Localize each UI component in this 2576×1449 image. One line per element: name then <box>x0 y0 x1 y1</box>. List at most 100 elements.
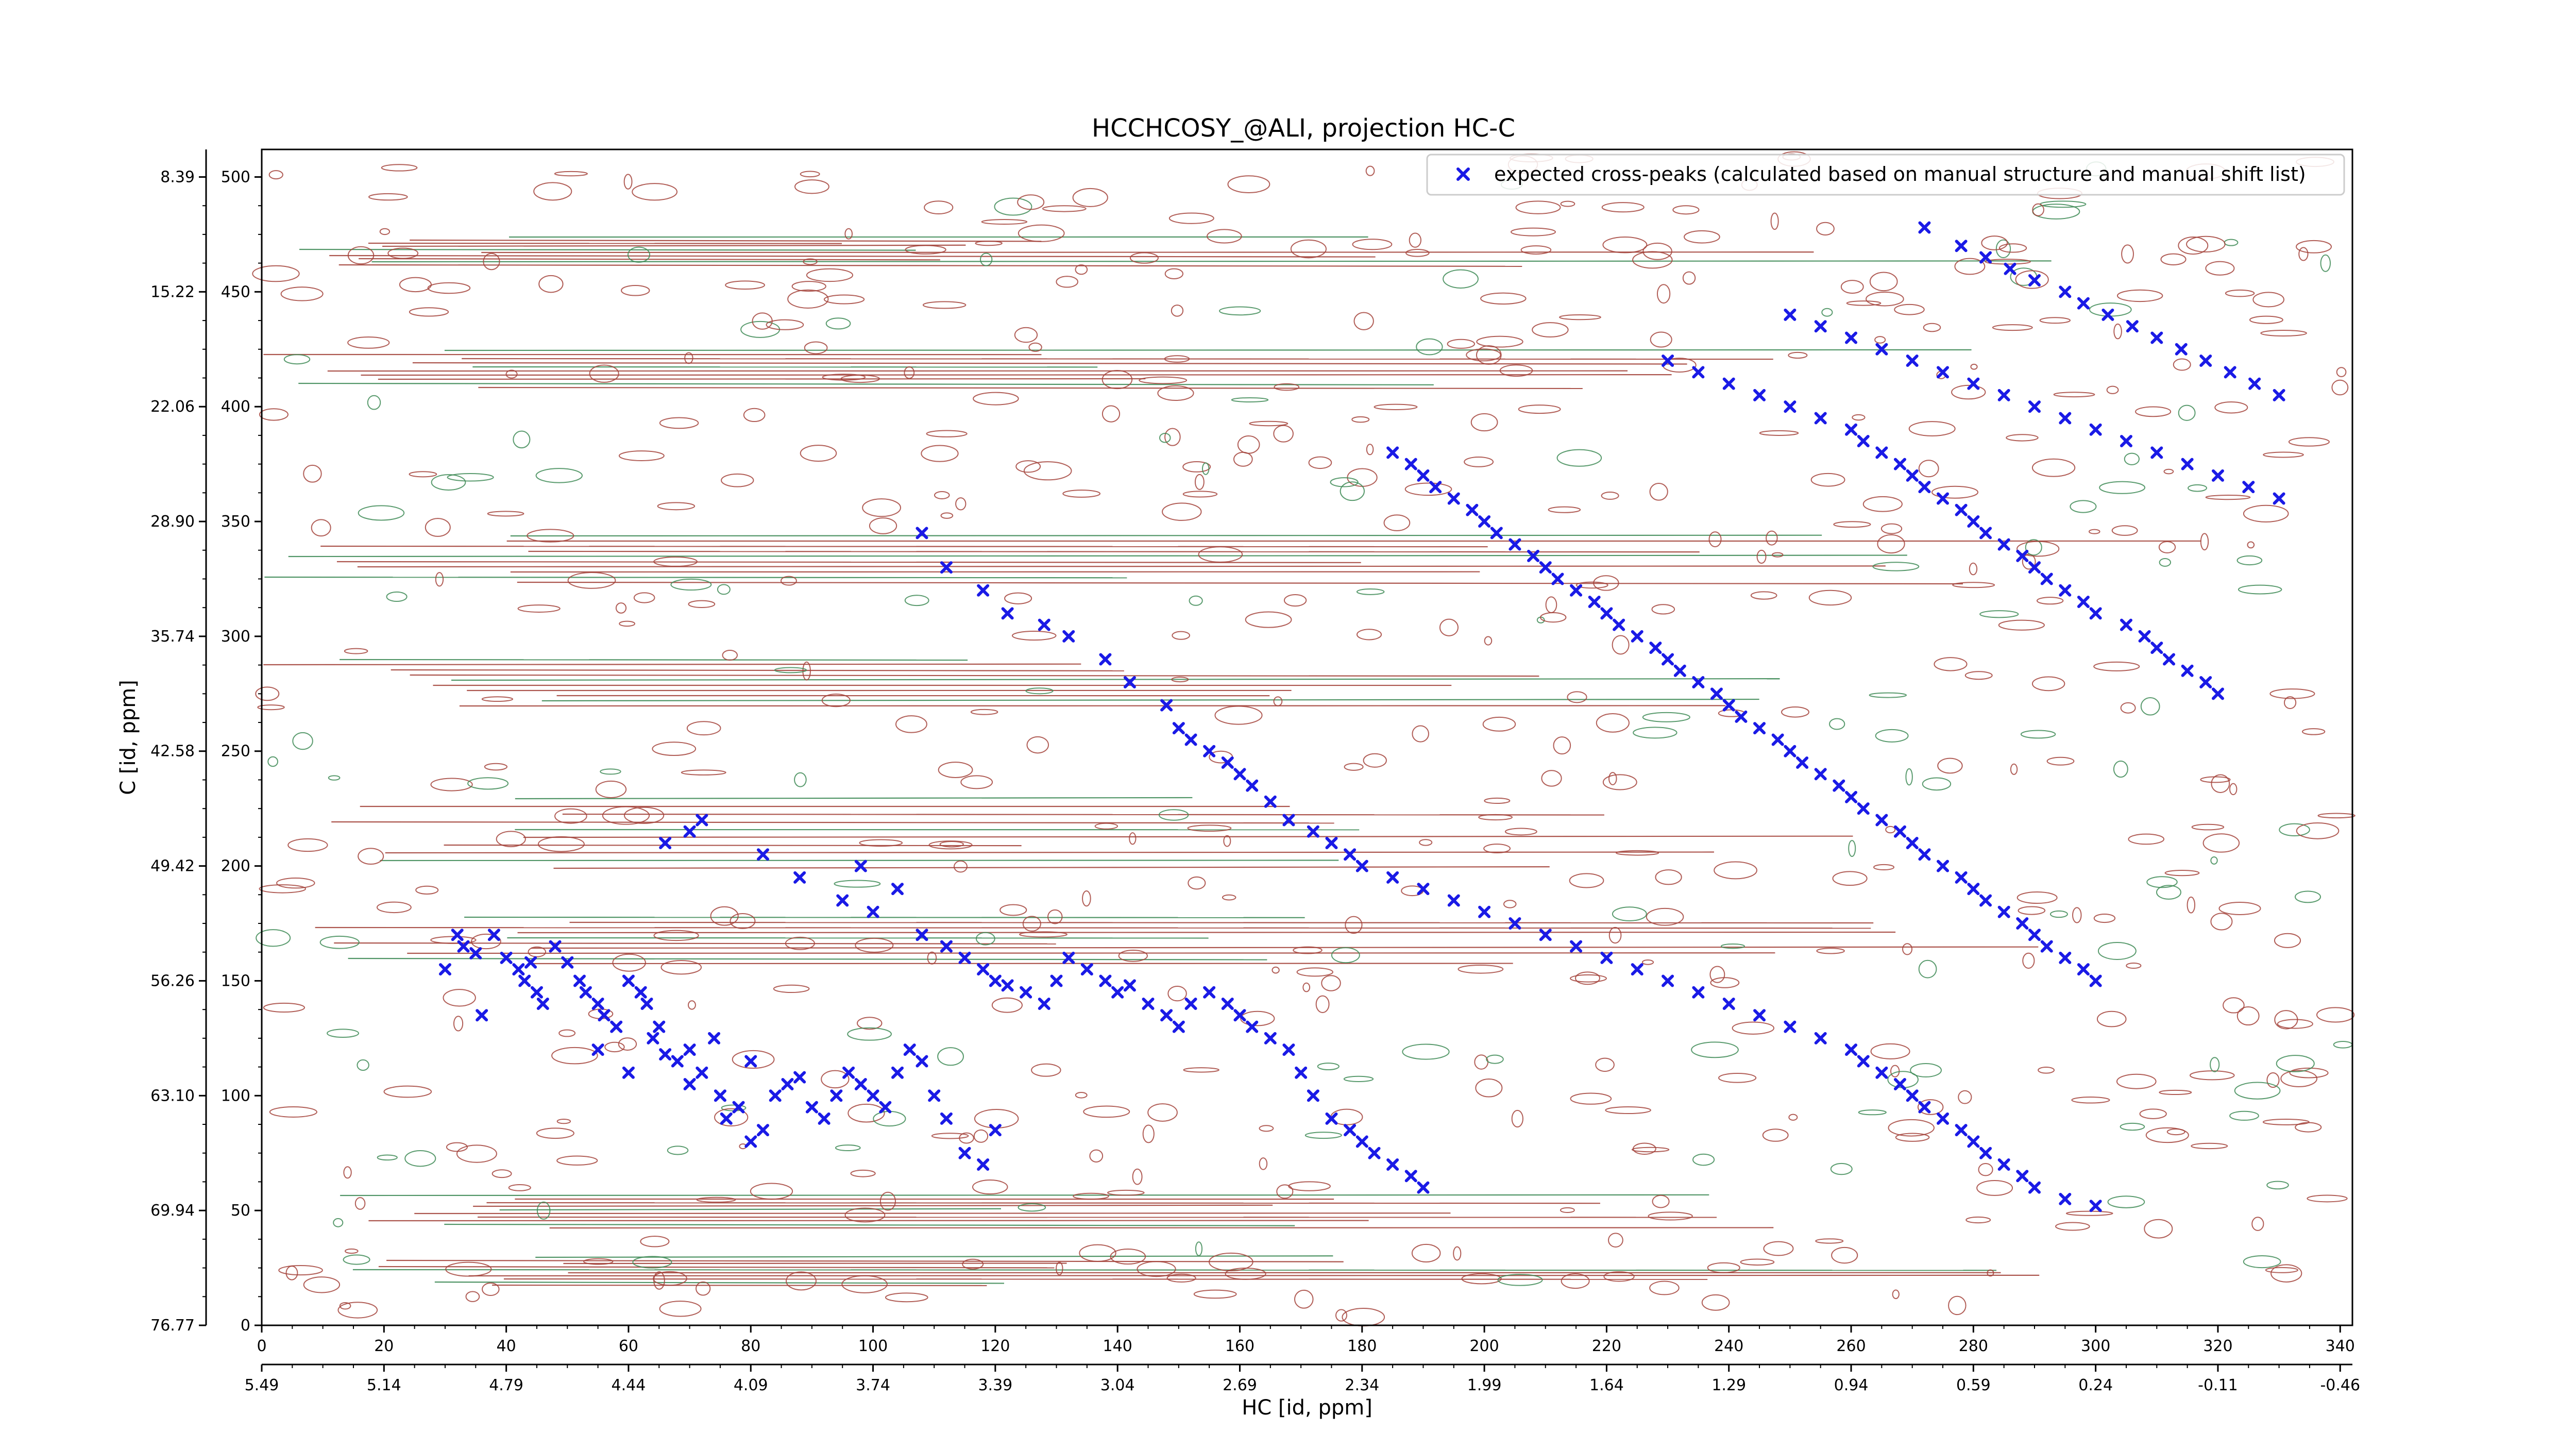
cross-peak <box>2242 481 2255 494</box>
contour-blob <box>2031 458 2076 477</box>
cross-peak <box>781 1078 794 1091</box>
contour-blob <box>1981 235 2008 250</box>
contour-blob <box>766 319 804 330</box>
cross-peak <box>476 1009 488 1022</box>
cross-peak <box>1979 1147 1992 1159</box>
cross-peak <box>1429 481 1442 494</box>
cross-peak <box>1062 630 1075 643</box>
contour-blob <box>970 709 998 715</box>
contour-blob <box>377 1154 398 1161</box>
contour-blob <box>533 182 572 201</box>
contour-blob <box>508 1184 531 1191</box>
contour-blob <box>2031 676 2065 692</box>
x-ppm-tick-label: 0.59 <box>1956 1376 1991 1394</box>
contour-blob <box>1335 1309 1347 1322</box>
cross-peak <box>610 1020 623 1033</box>
contour-blob <box>2093 913 2116 923</box>
contour-blob <box>1475 1079 1503 1098</box>
contour-blob <box>633 592 655 603</box>
contour-blob <box>1294 1289 1314 1309</box>
cross-peak <box>1466 503 1479 516</box>
cross-peak <box>457 940 470 953</box>
cross-peak <box>1368 1147 1381 1159</box>
cross-peak <box>2211 469 2224 482</box>
y-ppm-tick-label: 76.77 <box>150 1317 195 1335</box>
contour-line <box>357 565 1886 568</box>
cross-peak <box>940 940 953 953</box>
contour-blob <box>1709 966 1725 983</box>
contour-blob <box>975 240 1003 246</box>
cross-peak <box>1551 572 1564 585</box>
contour-blob <box>1129 252 1159 264</box>
contour-blob <box>1047 909 1063 924</box>
cross-peak <box>2040 572 2053 585</box>
cross-peak <box>1875 814 1888 827</box>
contour-blob <box>844 1207 886 1223</box>
contour-blob <box>2214 401 2248 414</box>
contour-blob <box>862 498 902 517</box>
cross-peak <box>1967 1135 1980 1148</box>
contour-blob <box>1714 861 1757 880</box>
contour-blob <box>1019 931 1067 938</box>
cross-peak <box>2181 664 2194 677</box>
contour-blob <box>1321 975 1341 991</box>
cross-peak <box>2175 343 2188 356</box>
cross-peak <box>1099 974 1112 987</box>
contour-blob <box>1273 696 1283 706</box>
contour-blob <box>1602 236 1648 254</box>
contour-blob <box>924 200 954 215</box>
cross-peak <box>512 963 525 976</box>
contour-blob <box>1089 1149 1104 1162</box>
contour-blob <box>841 1275 888 1293</box>
cross-peak <box>1906 837 1919 850</box>
contour-blob <box>1948 1295 1967 1316</box>
cross-peak <box>561 956 574 969</box>
contour-blob <box>1558 314 1601 321</box>
cross-peak <box>696 814 708 827</box>
contour-blob <box>1353 312 1374 330</box>
contour-blob <box>632 1256 672 1269</box>
cross-peak <box>1160 1009 1173 1022</box>
contour-blob <box>280 287 324 301</box>
cross-peak <box>1979 251 1992 264</box>
contour-blob <box>1171 305 1184 317</box>
contour-blob <box>931 1133 969 1139</box>
cross-peak <box>1123 676 1136 689</box>
contour-blob <box>2159 558 2172 567</box>
contour-blob <box>1656 284 1671 304</box>
legend-label: expected cross-peaks (calculated based o… <box>1494 163 2306 186</box>
contour-blob <box>1031 1063 1061 1077</box>
contour-blob <box>962 1258 984 1270</box>
contour-blob <box>730 913 756 929</box>
contour-blob <box>619 620 636 627</box>
cross-peak <box>1893 458 1906 470</box>
contour-blob <box>937 1047 964 1066</box>
y-ppm-tick-label: 63.10 <box>150 1087 195 1105</box>
contour-blob <box>800 171 820 178</box>
contour-blob <box>259 884 307 894</box>
x-tick-label: 120 <box>980 1337 1010 1355</box>
contour-blob <box>1816 222 1835 236</box>
cross-peak <box>1184 733 1197 746</box>
contour-blob <box>1147 1103 1178 1122</box>
contour-blob <box>1274 383 1300 391</box>
contour-blob <box>2016 541 2060 557</box>
x-ppm-tick-label: 1.64 <box>1589 1376 1624 1394</box>
cross-peak-markers <box>438 221 2285 1212</box>
cross-peak <box>1600 951 1613 964</box>
x-ppm-tick-label: 5.49 <box>245 1376 279 1394</box>
contour-line <box>541 698 1759 702</box>
contour-blob <box>1541 770 1562 787</box>
contour-blob <box>337 1302 378 1319</box>
contour-blob <box>517 604 561 613</box>
cross-peak <box>1997 389 2010 401</box>
contour-blob <box>1561 1273 1590 1289</box>
contour-blob <box>1366 444 1374 456</box>
contour-blob <box>1405 249 1430 257</box>
cross-peak <box>903 1043 916 1056</box>
contour-line <box>336 561 1361 563</box>
contour-blob <box>1553 736 1571 755</box>
contour-blob <box>554 171 588 177</box>
contour-blob <box>803 258 818 265</box>
